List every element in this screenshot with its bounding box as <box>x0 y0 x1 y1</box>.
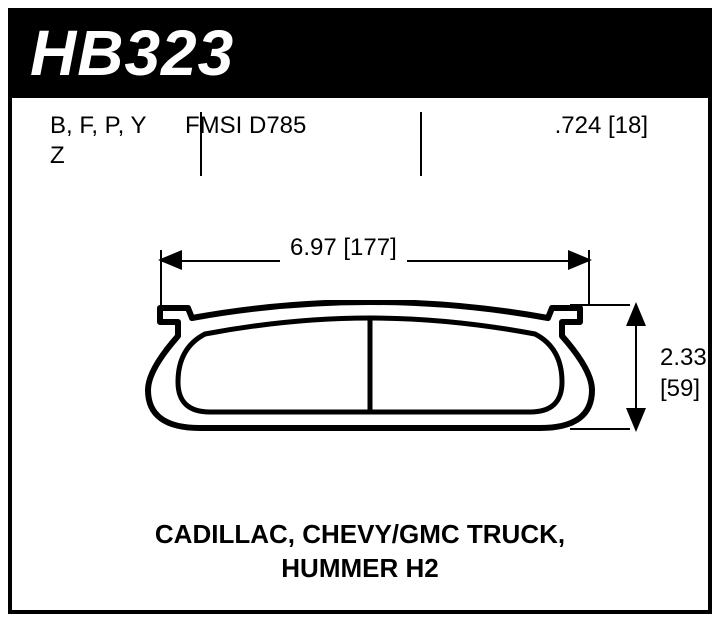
header-band: HB323 <box>8 8 712 98</box>
compounds-line1: B, F, P, Y <box>50 112 147 139</box>
thickness-mm: [18] <box>608 112 648 139</box>
thickness-in: .724 <box>555 112 602 139</box>
width-dimension: 6.97 [177] <box>160 240 590 280</box>
arrow-down-icon <box>626 408 646 432</box>
diagram-area: 6.97 [177] 2.33 [59] <box>70 240 660 500</box>
applications-line2: HUMMER H2 <box>0 552 720 586</box>
height-label: 2.33 [59] <box>660 342 707 404</box>
spec-row: B, F, P, Y FMSI D785 .724 [18] <box>20 112 708 140</box>
brake-pad-outline <box>130 300 610 440</box>
separator-2 <box>420 112 422 176</box>
applications-line1: CADILLAC, CHEVY/GMC TRUCK, <box>0 518 720 552</box>
separator-1 <box>200 112 202 176</box>
part-number: HB323 <box>30 16 234 90</box>
arrow-left-icon <box>158 250 182 270</box>
fmsi-cell: FMSI D785 <box>185 112 385 140</box>
arrow-up-icon <box>626 302 646 326</box>
fmsi-value: FMSI D785 <box>185 112 306 139</box>
applications-label: CADILLAC, CHEVY/GMC TRUCK, HUMMER H2 <box>0 518 720 586</box>
width-in: 6.97 <box>290 234 337 261</box>
page-root: HB323 B, F, P, Y FMSI D785 .724 [18] Z 6… <box>0 0 720 622</box>
width-label: 6.97 [177] <box>280 234 407 262</box>
height-dimension: 2.33 [59] <box>610 304 660 430</box>
thickness-cell: .724 [18] <box>385 112 708 140</box>
compounds-cell: B, F, P, Y <box>20 112 185 140</box>
arrow-right-icon <box>568 250 592 270</box>
height-mm: [59] <box>660 373 707 404</box>
height-in: 2.33 <box>660 342 707 373</box>
width-mm: [177] <box>343 234 396 261</box>
compounds-line2: Z <box>50 142 65 170</box>
